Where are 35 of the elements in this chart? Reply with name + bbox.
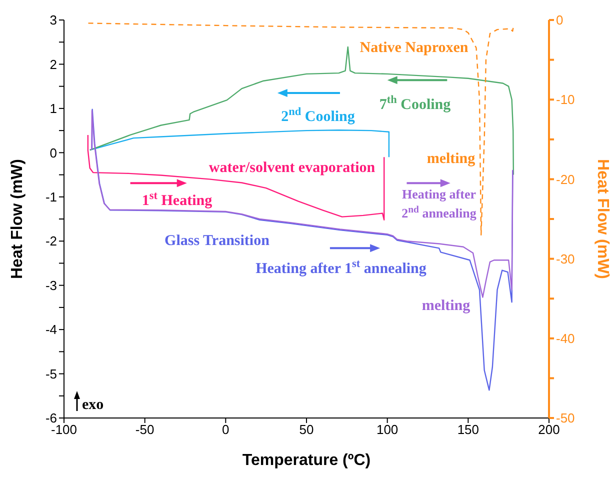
y-axis-title: Heat Flow (mW) <box>9 159 26 279</box>
annotation: Glass Transition <box>164 233 270 249</box>
x-tick-label: 150 <box>457 422 480 438</box>
x-axis-title: Temperature (ºC) <box>242 452 371 469</box>
legend-label: 7$^{th}$ Cooling <box>379 94 452 113</box>
y-tick-label: -2 <box>45 234 57 249</box>
y-tick-label: -3 <box>45 278 57 293</box>
x-tick-label: 0 <box>222 422 230 438</box>
y2-tick-label: 0 <box>556 12 564 28</box>
y-tick-label: 1 <box>50 101 57 116</box>
annotation: exo <box>82 397 104 413</box>
legend-label: Heating after 2$^{nd}$ annealing <box>402 186 477 220</box>
series-label: Native Naproxen <box>360 40 469 56</box>
y-tick-label: 3 <box>50 12 57 28</box>
y-tick-label: -5 <box>45 366 57 382</box>
line-series <box>88 22 514 236</box>
legend-label: 1$^{st}$ Heating <box>142 190 213 209</box>
line-series <box>87 134 385 220</box>
y-tick-label: -4 <box>45 322 57 338</box>
x-tick-label: -50 <box>135 422 154 438</box>
annotation: melting <box>422 298 471 314</box>
annotation: melting <box>426 151 476 167</box>
annotation: water/solvent evaporation <box>208 160 376 176</box>
legend-label: Heating after 1$^{st}$ annealing <box>256 258 427 277</box>
x-tick-label: 100 <box>376 422 398 438</box>
y2-tick-label: -40 <box>556 331 575 346</box>
y-tick-label: 0 <box>50 145 57 160</box>
y-tick-label: 2 <box>50 56 57 72</box>
y-tick-label: -1 <box>45 190 57 205</box>
y2-tick-label: -10 <box>556 92 575 108</box>
y2-tick-label: -20 <box>556 172 575 187</box>
x-tick-label: 50 <box>299 422 314 438</box>
y2-axis-title: Heat Flow (mW) <box>594 159 611 279</box>
y2-tick-label: -30 <box>556 251 575 266</box>
legend-label: 2$^{nd}$ Cooling <box>281 106 356 125</box>
